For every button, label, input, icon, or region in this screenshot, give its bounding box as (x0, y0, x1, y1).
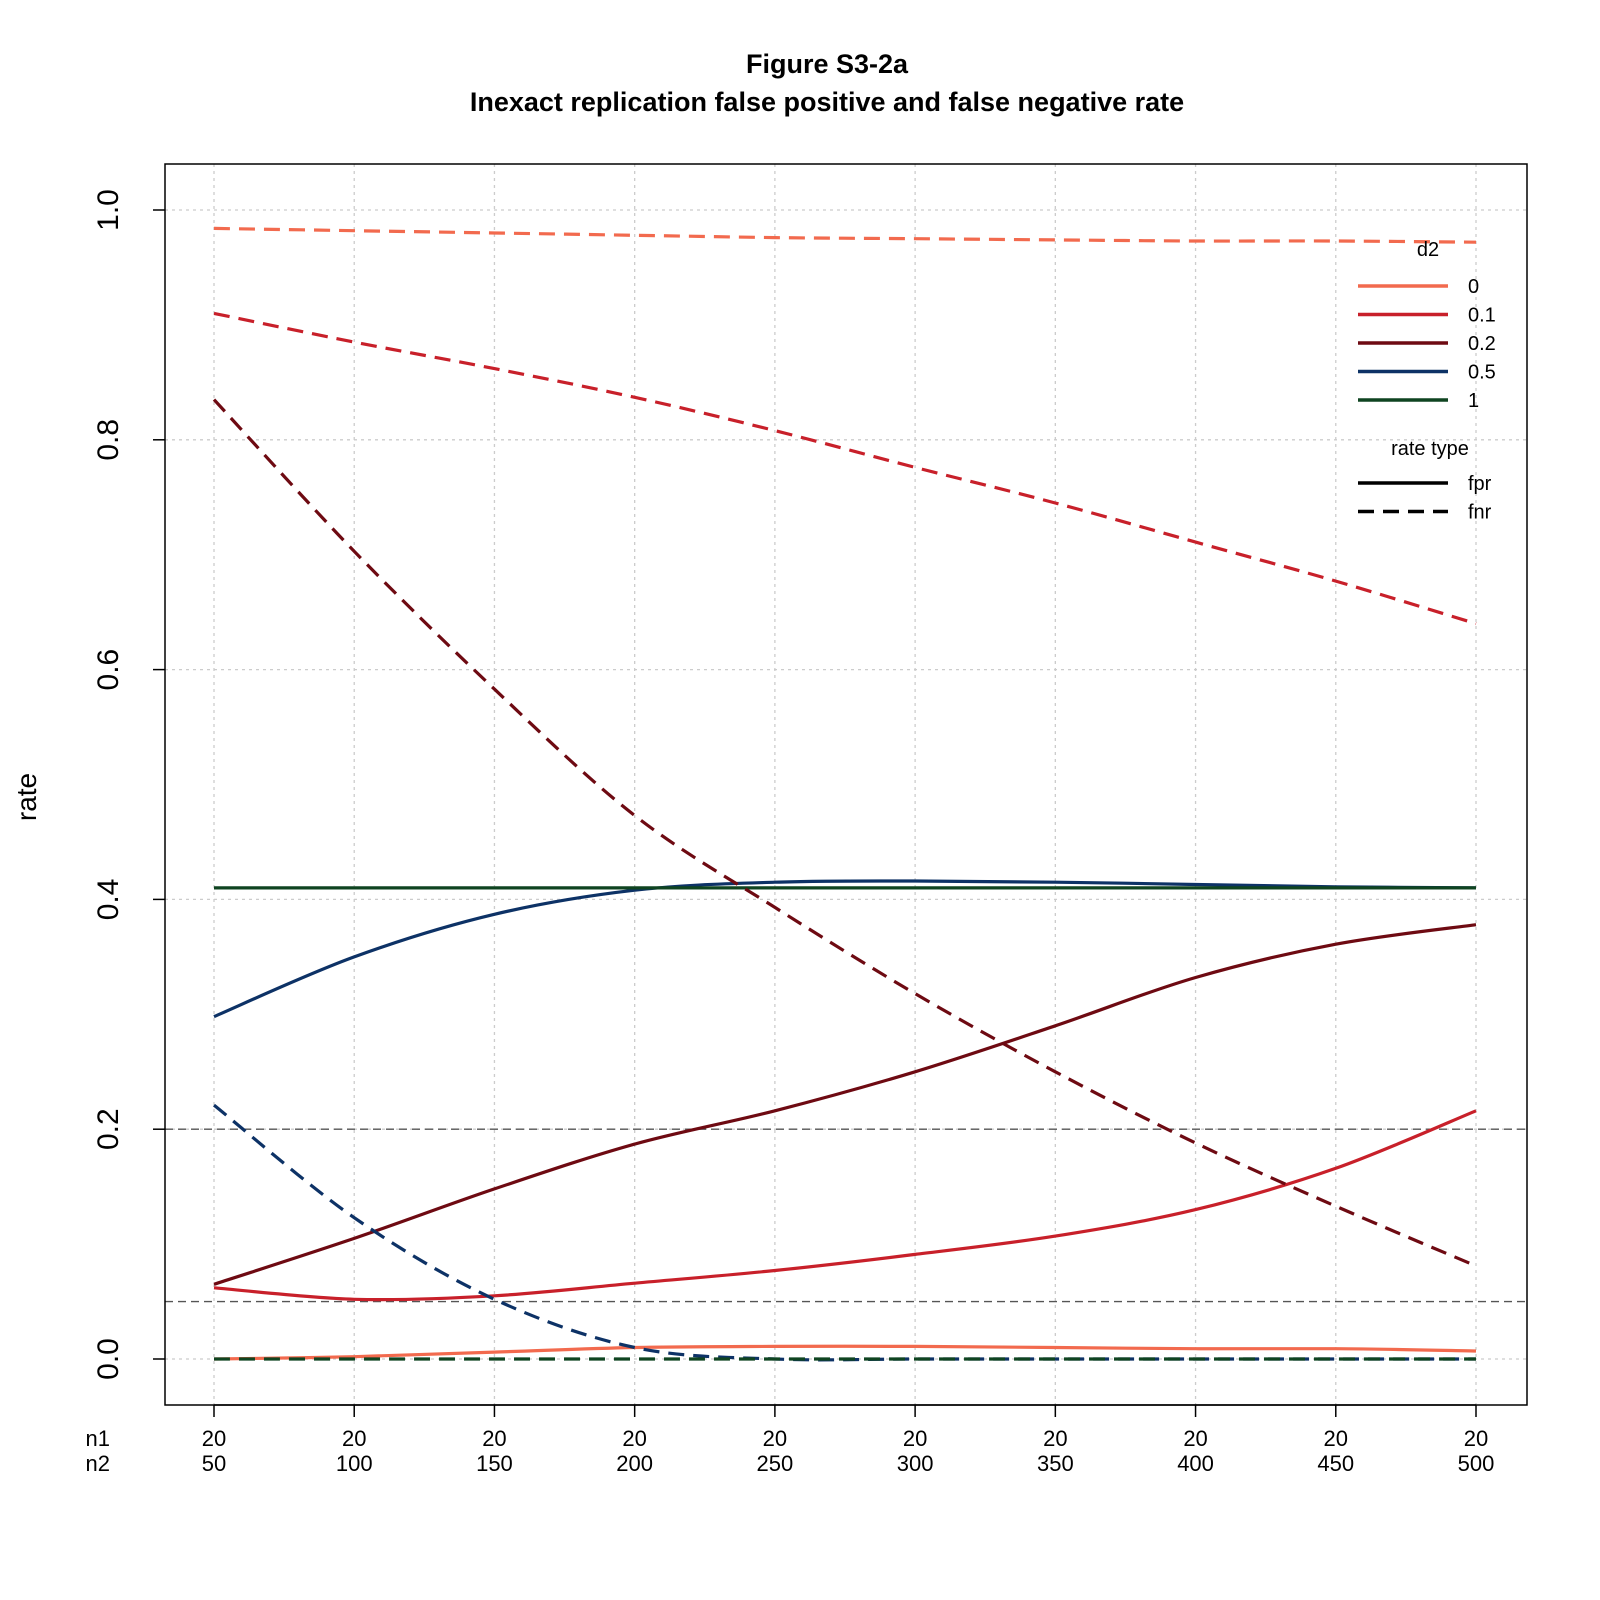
x-tick-n2-label-0: 50 (202, 1451, 226, 1476)
legend: d2 0 0.1 0.2 0.5 1 rate type fpr fnr (1358, 239, 1496, 524)
y-tick-label-3: 0.6 (92, 649, 125, 691)
x-tick-n2-label-6: 350 (1037, 1451, 1074, 1476)
x-tick-n1-label-8: 20 (1324, 1426, 1348, 1451)
x-tick-n1-label-0: 20 (202, 1426, 226, 1451)
y-tick-label-5: 1.0 (92, 189, 125, 231)
y-tick-label-2: 0.4 (92, 879, 125, 921)
x-tick-n2-label-4: 250 (757, 1451, 794, 1476)
y-tick-label-4: 0.8 (92, 419, 125, 461)
x-tick-n2-label-7: 400 (1177, 1451, 1214, 1476)
series-line-fpr-d2-0_1 (213, 1109, 1477, 1302)
x-row-label-n1: n1 (86, 1426, 110, 1451)
legend-d2-title: d2 (1417, 239, 1439, 261)
legend-rate-type-label-0: fpr (1468, 473, 1492, 495)
y-tick-label-0: 0.0 (92, 1338, 125, 1380)
x-tick-n2-label-1: 100 (336, 1451, 373, 1476)
series-line-fpr-d2-0 (213, 1344, 1477, 1361)
series-line-fnr-d2-0_2 (212, 398, 1477, 1268)
series-line-fpr-d2-0_5 (213, 879, 1477, 1019)
x-row-label-n2: n2 (86, 1451, 110, 1476)
series-line-fnr-d2-0 (213, 226, 1477, 244)
x-tick-n2-label-3: 200 (616, 1451, 653, 1476)
legend-rate-type-label-1: fnr (1468, 502, 1492, 524)
x-tick-n2-label-5: 300 (897, 1451, 934, 1476)
y-axis-label: rate (11, 773, 42, 821)
plot-frame (164, 163, 1528, 1406)
series-line-fnr-d2-0_1 (213, 311, 1477, 626)
legend-d2-label-0: 0 (1468, 276, 1479, 298)
x-tick-n1-label-2: 20 (482, 1426, 506, 1451)
x-tick-n1-label-4: 20 (763, 1426, 787, 1451)
y-tick-label-1: 0.2 (92, 1108, 125, 1150)
x-tick-n1-label-5: 20 (903, 1426, 927, 1451)
reference-lines (165, 1128, 1527, 1303)
x-tick-n1-label-9: 20 (1464, 1426, 1488, 1451)
x-tick-n2-label-2: 150 (476, 1451, 513, 1476)
legend-d2-label-1: 0.1 (1468, 305, 1496, 327)
x-tick-n1-label-7: 20 (1183, 1426, 1207, 1451)
legend-rate-type-title: rate type (1391, 438, 1469, 460)
legend-d2-label-3: 0.5 (1468, 362, 1496, 384)
series-lines (212, 226, 1477, 1362)
legend-d2-label-2: 0.2 (1468, 333, 1496, 355)
series-line-fnr-d2-0_5 (213, 1103, 1476, 1362)
x-tick-n1-label-3: 20 (622, 1426, 646, 1451)
x-tick-n2-label-9: 500 (1458, 1451, 1495, 1476)
x-tick-n1-label-1: 20 (342, 1426, 366, 1451)
series-line-fpr-d2-0_2 (213, 923, 1477, 1286)
gridlines (165, 164, 1527, 1405)
chart-title: Figure S3-2a (746, 49, 909, 79)
legend-d2-label-4: 1 (1468, 390, 1479, 412)
axes: 0.00.20.40.60.81.02050201002015020200202… (86, 189, 1495, 1476)
chart-subtitle: Inexact replication false positive and f… (470, 87, 1184, 117)
x-tick-n2-label-8: 450 (1317, 1451, 1354, 1476)
x-tick-n1-label-6: 20 (1043, 1426, 1067, 1451)
